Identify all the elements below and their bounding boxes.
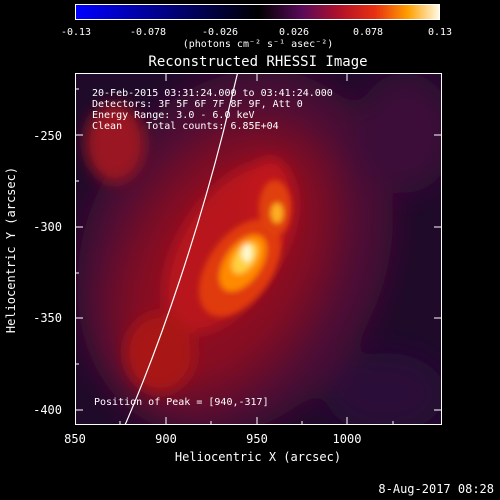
- colorbar-tick: 0.13: [427, 27, 453, 38]
- colorbar: [75, 4, 440, 20]
- colorbar-tick: -0.13: [60, 27, 92, 38]
- colorbar-units: (photons cm⁻² s⁻¹ asec⁻²): [182, 39, 334, 50]
- y-tick-label: -250: [33, 129, 62, 143]
- x-tick-marks: [75, 73, 394, 425]
- plot-title: Reconstructed RHESSI Image: [148, 54, 368, 70]
- solar-image-plot: 20-Feb-2015 03:31:24.000 to 03:41:24.000…: [75, 73, 442, 425]
- y-tick-marks: [75, 88, 442, 411]
- y-axis-label: Heliocentric Y (arcsec): [4, 166, 18, 334]
- detectors-annotation: Detectors: 3F 5F 6F 7F 8F 9F, Att 0: [92, 99, 303, 110]
- x-tick-label: 950: [246, 432, 268, 446]
- solar-limb-line: [124, 73, 239, 425]
- x-tick-label: 900: [155, 432, 177, 446]
- colorbar-tick: -0.078: [129, 27, 167, 38]
- clean-counts-annotation: Clean Total counts: 6.85E+04: [92, 121, 279, 132]
- x-axis-label: Heliocentric X (arcsec): [174, 450, 342, 464]
- colorbar-tick: 0.078: [352, 27, 384, 38]
- time-range-annotation: 20-Feb-2015 03:31:24.000 to 03:41:24.000: [92, 88, 333, 99]
- colorbar-tick: -0.026: [201, 27, 239, 38]
- peak-position-annotation: Position of Peak = [940,-317]: [94, 397, 269, 408]
- x-tick-label: 850: [64, 432, 86, 446]
- footer-date: 8-Aug-2017 08:28: [378, 482, 494, 496]
- y-tick-label: -300: [33, 220, 62, 234]
- y-tick-label: -350: [33, 311, 62, 325]
- x-tick-label: 1000: [332, 432, 362, 446]
- y-tick-label: -400: [33, 403, 62, 417]
- energy-range-annotation: Energy Range: 3.0 - 6.0 keV: [92, 110, 255, 121]
- rhessi-image: [75, 73, 442, 425]
- colorbar-tick: 0.026: [278, 27, 310, 38]
